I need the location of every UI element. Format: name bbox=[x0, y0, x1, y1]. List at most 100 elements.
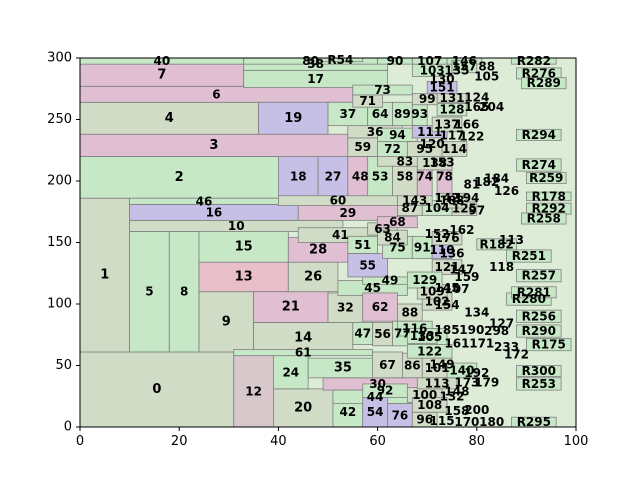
y-tick-label: 200 bbox=[47, 174, 72, 189]
cell-label: 135 bbox=[444, 63, 469, 77]
treemap-cell bbox=[431, 259, 463, 275]
cell-label: 5 bbox=[145, 285, 153, 299]
cell-label: 24 bbox=[282, 365, 299, 379]
cell-label: R276 bbox=[522, 66, 556, 80]
treemap-cell bbox=[526, 191, 572, 202]
cell-label: 134 bbox=[464, 306, 489, 320]
cell-label: 104 bbox=[425, 201, 450, 215]
y-tick-label: 150 bbox=[47, 235, 72, 250]
cell-label: 151 bbox=[430, 81, 455, 95]
cell-label: 140 bbox=[449, 363, 474, 377]
cell-label: 122 bbox=[417, 344, 442, 358]
cell-label: 184 bbox=[484, 172, 509, 186]
cell-label: 32 bbox=[337, 301, 354, 315]
cell-label: 48 bbox=[352, 170, 369, 184]
cell-label: 200 bbox=[464, 403, 489, 417]
cell-label: 0 bbox=[152, 382, 161, 397]
cell-label: 116 bbox=[402, 322, 427, 336]
cell-label: R251 bbox=[512, 249, 546, 263]
treemap-cell bbox=[516, 269, 562, 283]
cell-label: 12 bbox=[245, 384, 262, 398]
treemap-cell bbox=[516, 324, 562, 338]
cell-label: 115 bbox=[430, 414, 455, 428]
cell-label: 117 bbox=[439, 128, 464, 142]
cell-label: 113 bbox=[499, 233, 524, 247]
cell-label: 7 bbox=[157, 68, 166, 83]
treemap-cell bbox=[198, 261, 289, 293]
cell-label: R290 bbox=[522, 324, 556, 338]
cell-label: 17 bbox=[307, 72, 324, 86]
cell-label: 88 bbox=[478, 60, 495, 74]
y-tick-label: 0 bbox=[64, 420, 72, 435]
cell-label: 153 bbox=[430, 156, 455, 170]
cell-label: 9 bbox=[222, 314, 231, 329]
x-tick-label: 20 bbox=[171, 434, 188, 449]
cell-label: 1 bbox=[100, 268, 109, 283]
cell-label: 133 bbox=[410, 329, 435, 343]
cell-label: R256 bbox=[522, 309, 556, 323]
cell-label: 45 bbox=[364, 281, 381, 295]
cell-label: 128 bbox=[439, 103, 464, 117]
cell-label: 158 bbox=[444, 404, 469, 418]
cell-label: 118 bbox=[489, 260, 514, 274]
cell-label: 161 bbox=[444, 336, 469, 350]
cell-label: 101 bbox=[425, 361, 450, 375]
treemap-cell bbox=[521, 212, 567, 225]
cell-label: 204 bbox=[479, 100, 504, 114]
treemap-cell bbox=[436, 192, 468, 209]
cell-label: 165 bbox=[464, 100, 489, 114]
cell-label: 62 bbox=[372, 300, 389, 314]
treemap-cell bbox=[436, 103, 468, 117]
cell-label: 100 bbox=[412, 388, 437, 402]
cell-label: R300 bbox=[522, 364, 556, 378]
cell-label: 182 bbox=[474, 175, 499, 189]
cell-label: R54 bbox=[327, 53, 353, 67]
treemap-cell bbox=[411, 397, 448, 413]
cell-label: 3 bbox=[209, 138, 218, 153]
cell-label: 40 bbox=[153, 54, 170, 68]
cell-label: 176 bbox=[435, 231, 460, 245]
cell-label: 29 bbox=[339, 206, 356, 220]
treemap-cell bbox=[377, 216, 418, 229]
cell-label: 54 bbox=[367, 405, 384, 419]
treemap-cell bbox=[406, 328, 438, 344]
cell-label: 152 bbox=[425, 227, 450, 241]
cell-label: 37 bbox=[339, 107, 356, 121]
cell-label: R295 bbox=[517, 415, 551, 429]
cell-label: 130 bbox=[430, 72, 455, 86]
treemap-cell bbox=[516, 377, 562, 391]
cell-label: 114 bbox=[442, 142, 467, 156]
cell-label: 44 bbox=[367, 390, 384, 404]
treemap-cell bbox=[273, 388, 334, 428]
treemap-cell bbox=[516, 128, 562, 141]
x-axis: 0 20 40 60 80 100 bbox=[76, 427, 588, 449]
cell-label: 180 bbox=[479, 415, 504, 429]
cell-label: 149 bbox=[430, 357, 455, 371]
treemap-cell bbox=[327, 292, 364, 323]
cell-label: 136 bbox=[439, 247, 464, 261]
cell-label: 143 bbox=[402, 194, 427, 208]
cell-label: 68 bbox=[389, 215, 406, 229]
treemap-cell bbox=[406, 271, 443, 289]
treemap-cell bbox=[416, 377, 458, 390]
treemap-cell bbox=[426, 80, 458, 95]
cell-label: 102 bbox=[425, 295, 450, 309]
cell-label: 142 bbox=[435, 191, 460, 205]
cell-label: R178 bbox=[532, 189, 566, 203]
cell-label: 2 bbox=[175, 170, 184, 185]
treemap-cell bbox=[273, 355, 309, 390]
cell-label: 14 bbox=[294, 330, 312, 345]
cell-label: 77 bbox=[394, 327, 411, 341]
cell-label: R257 bbox=[522, 269, 556, 283]
treemap-cell bbox=[168, 231, 200, 353]
cell-label: 105 bbox=[474, 69, 499, 83]
treemap-cell bbox=[287, 261, 339, 293]
cell-label: 172 bbox=[504, 347, 529, 361]
treemap-cell bbox=[79, 101, 259, 135]
cell-label: 162 bbox=[449, 223, 474, 237]
cell-label: 60 bbox=[330, 194, 347, 208]
cell-label: 93 bbox=[411, 107, 428, 121]
treemap-cell bbox=[506, 249, 552, 263]
cell-label: 10 bbox=[228, 219, 245, 233]
cell-label: 185 bbox=[435, 323, 460, 337]
